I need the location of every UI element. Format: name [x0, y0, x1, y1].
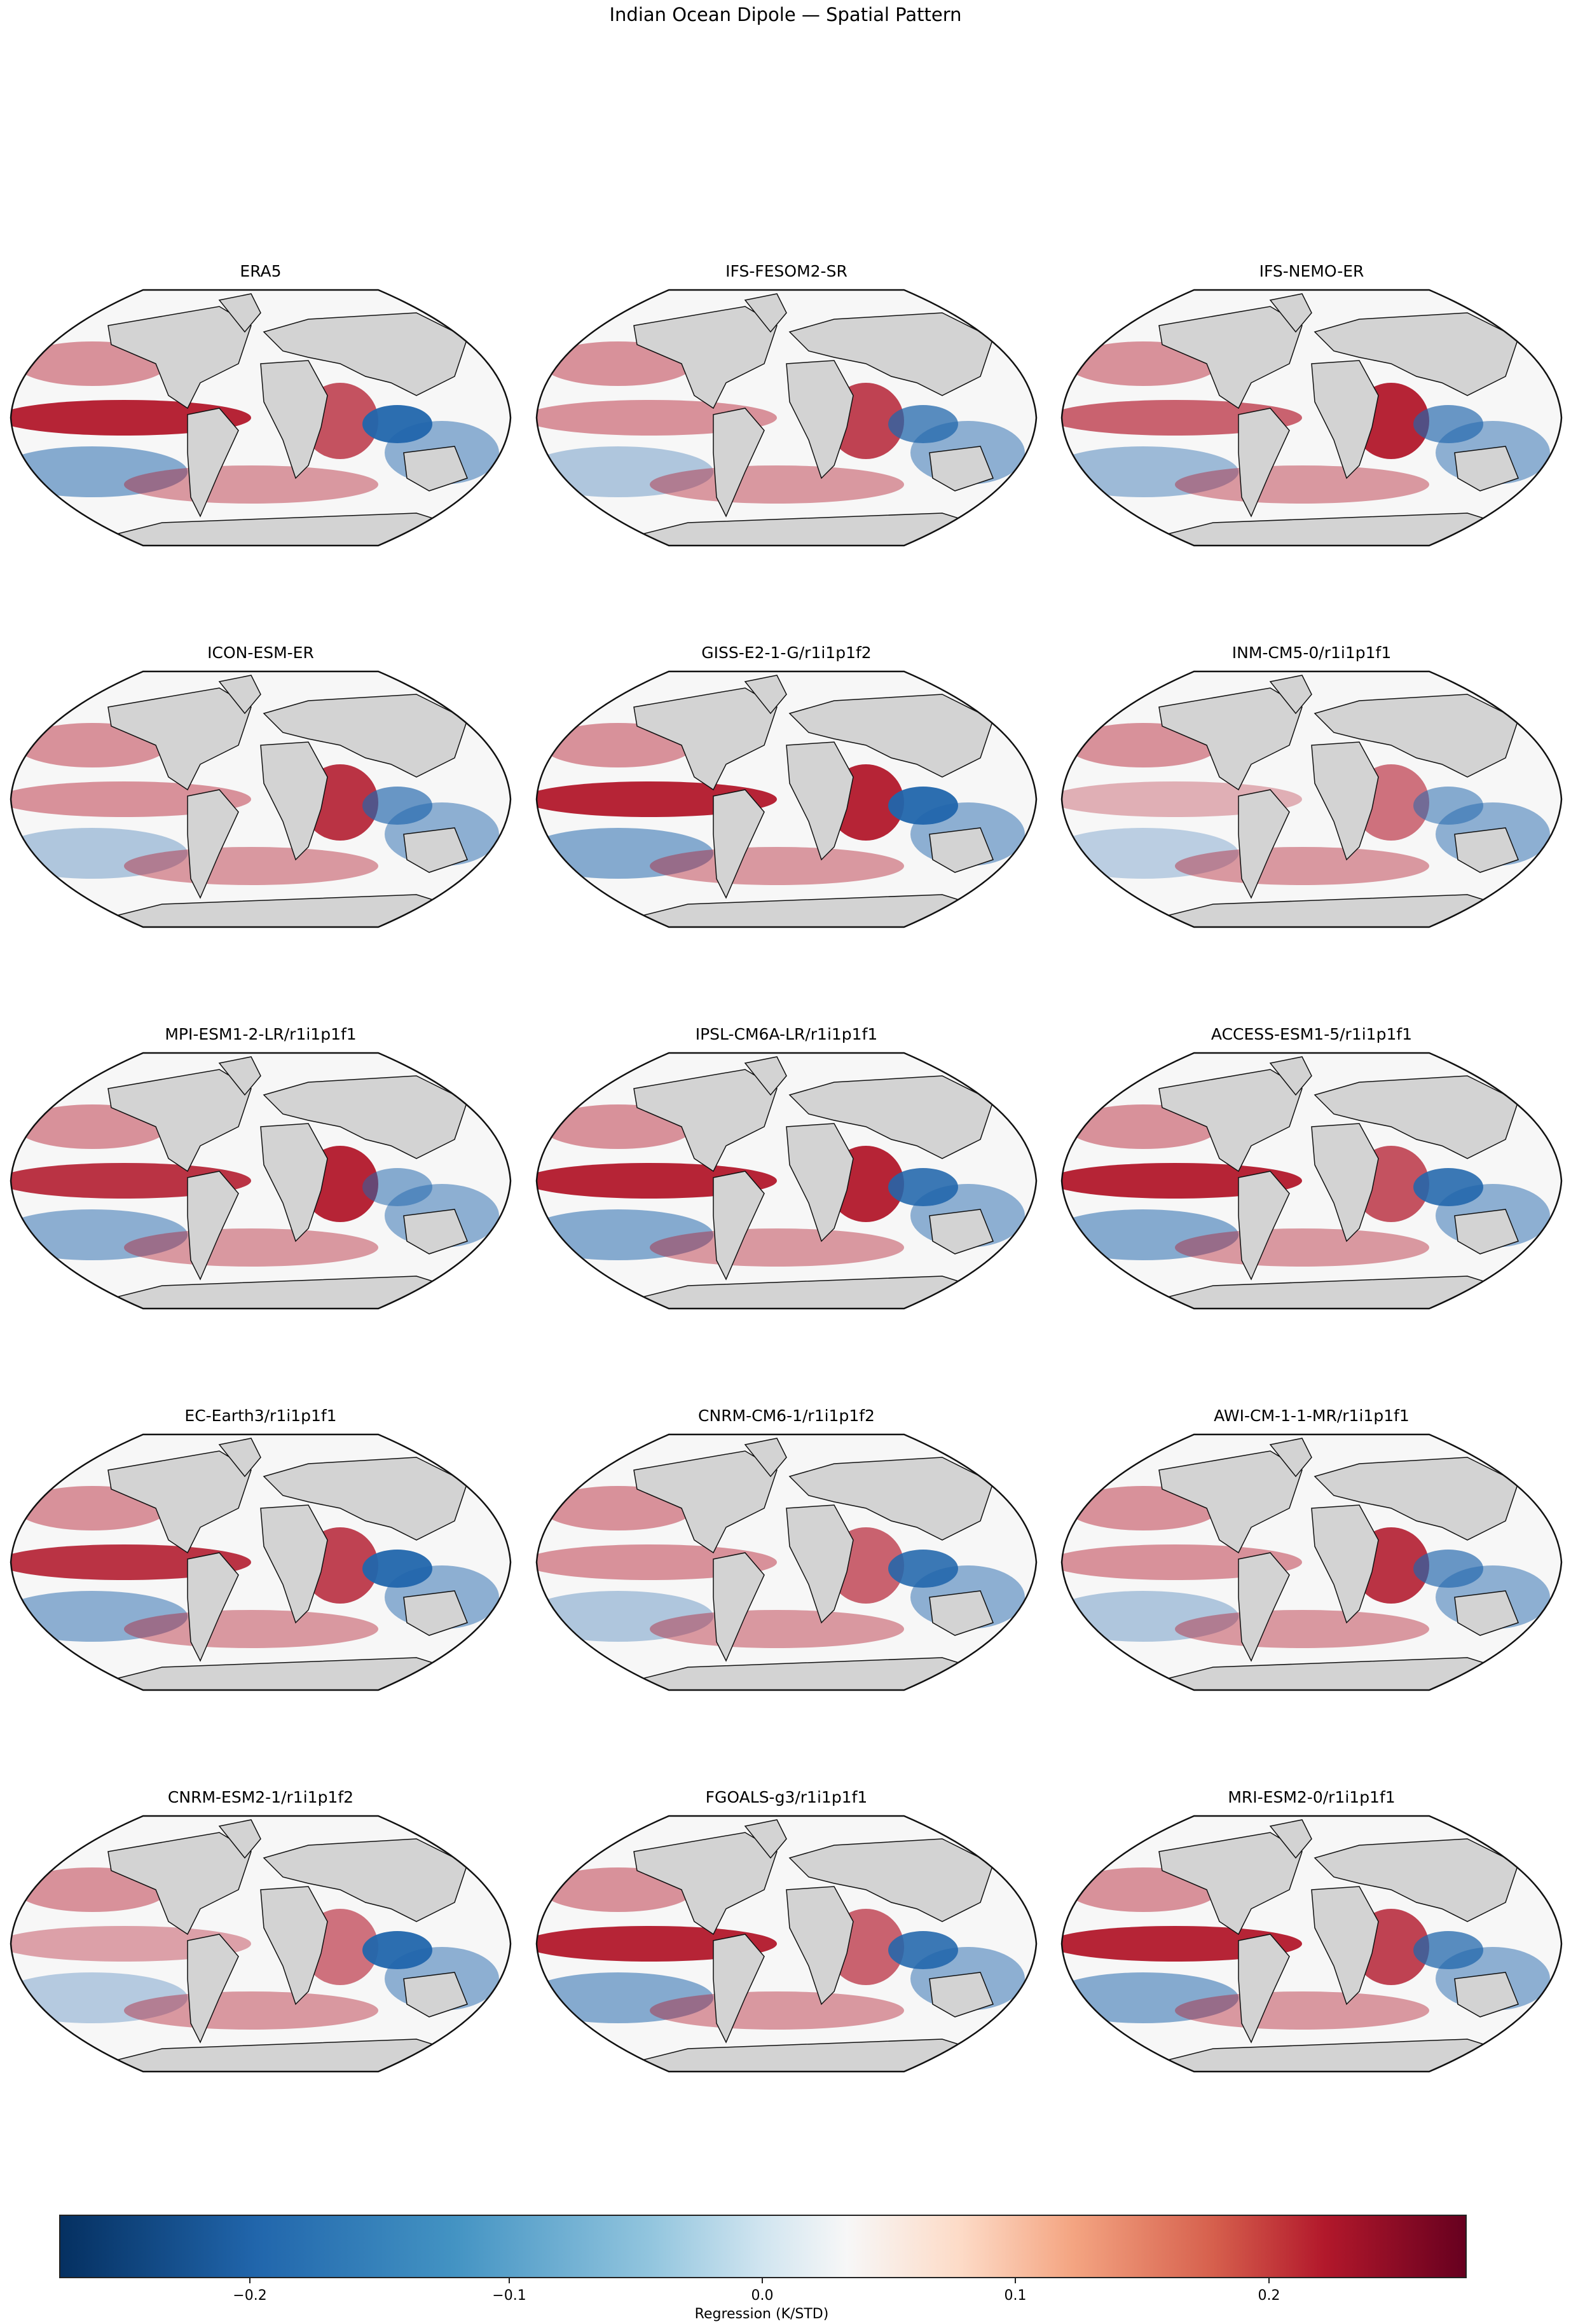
- map-panel: INM-CM5-0/r1i1p1f1: [1060, 643, 1563, 936]
- colorbar-tick: [1015, 2277, 1016, 2283]
- colorbar-label: Regression (K/STD): [694, 2306, 829, 2322]
- colorbar-tick: [1268, 2277, 1270, 2283]
- panel-title: MPI-ESM1-2-LR/r1i1p1f1: [165, 1025, 357, 1043]
- figure-title: Indian Ocean Dipole — Spatial Pattern: [609, 4, 962, 25]
- robinson-map: [535, 1815, 1038, 2073]
- map-panel: AWI-CM-1-1-MR/r1i1p1f1: [1060, 1406, 1563, 1699]
- panel-title: IFS-FESOM2-SR: [725, 262, 847, 280]
- panel-title: GISS-E2-1-G/r1i1p1f2: [701, 643, 872, 662]
- robinson-map: [1060, 670, 1563, 928]
- robinson-map: [535, 1052, 1038, 1310]
- map-panel: FGOALS-g3/r1i1p1f1: [535, 1788, 1038, 2080]
- map-panel: EC-Earth3/r1i1p1f1: [10, 1406, 512, 1699]
- map-panel: ERA5: [10, 262, 512, 554]
- map-panel: MRI-ESM2-0/r1i1p1f1: [1060, 1788, 1563, 2080]
- map-panel: GISS-E2-1-G/r1i1p1f2: [535, 643, 1038, 936]
- panel-title: CNRM-ESM2-1/r1i1p1f2: [167, 1788, 354, 1806]
- map-panel: ICON-ESM-ER: [10, 643, 512, 936]
- colorbar-tick-label: −0.1: [492, 2288, 526, 2304]
- panel-title: IFS-NEMO-ER: [1259, 262, 1364, 280]
- map-panel: IFS-FESOM2-SR: [535, 262, 1038, 554]
- robinson-map: [535, 289, 1038, 547]
- robinson-map: [1060, 289, 1563, 547]
- panel-title: INM-CM5-0/r1i1p1f1: [1231, 643, 1392, 662]
- robinson-map: [1060, 1815, 1563, 2073]
- robinson-map: [10, 1433, 512, 1691]
- map-panel: CNRM-CM6-1/r1i1p1f2: [535, 1406, 1038, 1699]
- robinson-map: [1060, 1052, 1563, 1310]
- colorbar-tick: [509, 2277, 510, 2283]
- panel-title: ERA5: [240, 262, 282, 280]
- robinson-map: [1060, 1433, 1563, 1691]
- robinson-map: [10, 1815, 512, 2073]
- panel-title: ICON-ESM-ER: [207, 643, 314, 662]
- colorbar-tick: [249, 2277, 250, 2283]
- map-panel: MPI-ESM1-2-LR/r1i1p1f1: [10, 1025, 512, 1317]
- panel-title: ACCESS-ESM1-5/r1i1p1f1: [1211, 1025, 1413, 1043]
- panel-title: CNRM-CM6-1/r1i1p1f2: [698, 1406, 875, 1425]
- map-panel: ACCESS-ESM1-5/r1i1p1f1: [1060, 1025, 1563, 1317]
- map-panel: CNRM-ESM2-1/r1i1p1f2: [10, 1788, 512, 2080]
- robinson-map: [10, 1052, 512, 1310]
- colorbar-tick-label: −0.2: [233, 2288, 267, 2304]
- panel-title: IPSL-CM6A-LR/r1i1p1f1: [695, 1025, 878, 1043]
- robinson-map: [10, 670, 512, 928]
- colorbar-tick-label: 0.1: [1004, 2288, 1027, 2304]
- panel-title: AWI-CM-1-1-MR/r1i1p1f1: [1214, 1406, 1410, 1425]
- colorbar-tick-label: 0.2: [1258, 2288, 1280, 2304]
- colorbar-tick-label: 0.0: [751, 2288, 774, 2304]
- robinson-map: [535, 670, 1038, 928]
- panel-title: EC-Earth3/r1i1p1f1: [184, 1406, 337, 1425]
- colorbar: [59, 2215, 1467, 2278]
- robinson-map: [10, 289, 512, 547]
- map-panel: IPSL-CM6A-LR/r1i1p1f1: [535, 1025, 1038, 1317]
- robinson-map: [535, 1433, 1038, 1691]
- colorbar-tick: [762, 2277, 763, 2283]
- panel-title: MRI-ESM2-0/r1i1p1f1: [1228, 1788, 1396, 1806]
- map-panel: IFS-NEMO-ER: [1060, 262, 1563, 554]
- panel-title: FGOALS-g3/r1i1p1f1: [705, 1788, 868, 1806]
